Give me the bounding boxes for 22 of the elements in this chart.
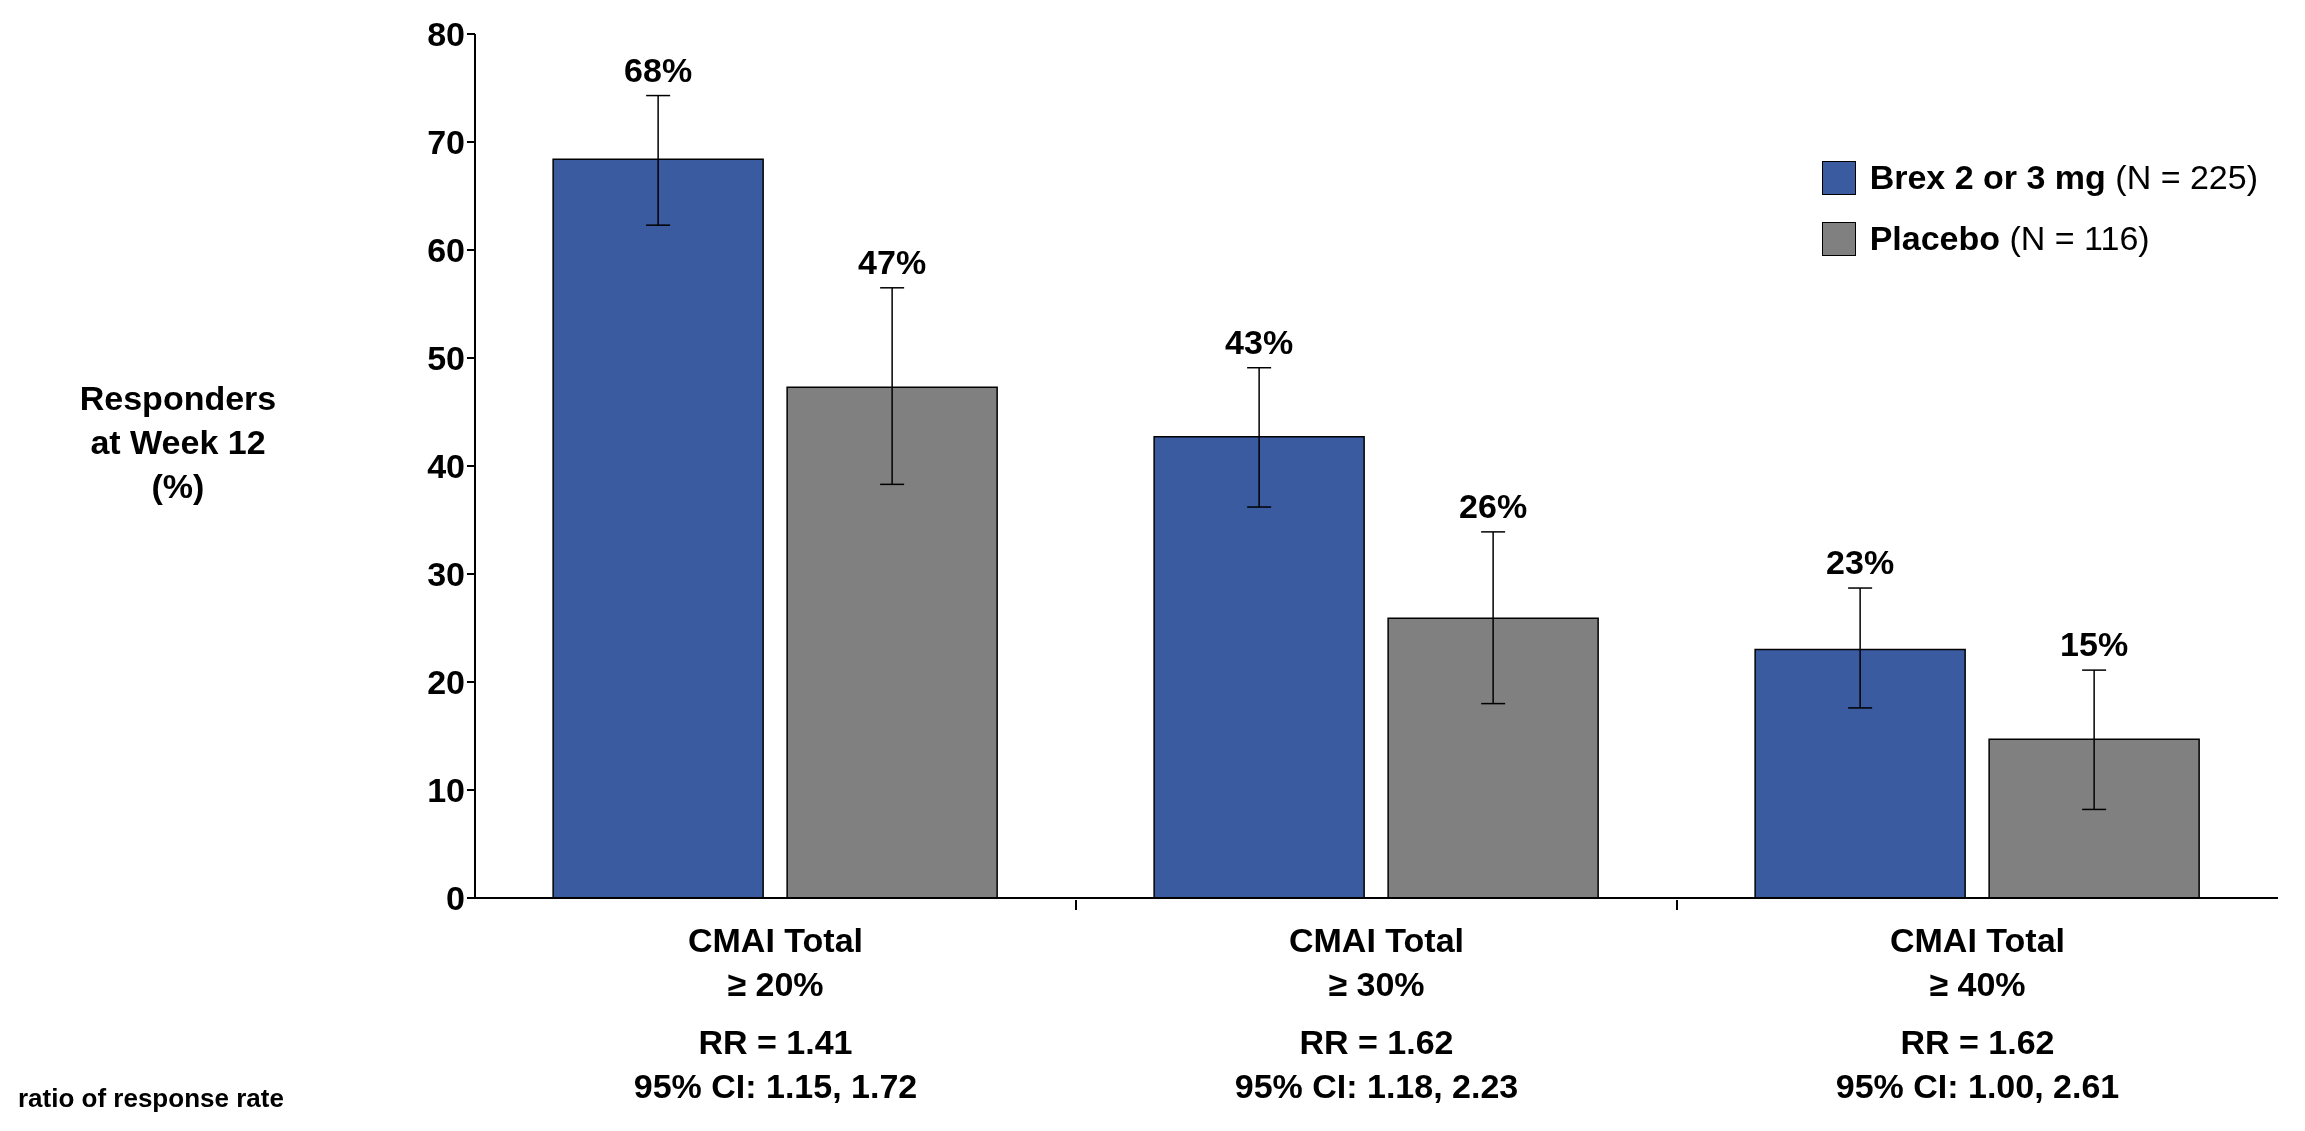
y-tick-label: 30 xyxy=(427,555,465,594)
data-label: 26% xyxy=(1459,486,1528,525)
data-label: 23% xyxy=(1826,543,1895,582)
x-tick-label: CMAI Total ≥ 30% RR = 1.62 95% CI: 1.18, 2.23 xyxy=(1234,921,1519,1105)
text: ratio of response rate xyxy=(18,1083,284,1114)
x-tick-label: CMAI Total ≥ 40% RR = 1.62 95% CI: 1.00, 2.61 xyxy=(1835,921,2120,1105)
y-tick-label: 0 xyxy=(446,879,465,918)
legend-label: Brex 2 or 3 mg (N = 225) xyxy=(1869,158,2258,197)
y-tick-label: 50 xyxy=(427,339,465,378)
legend-label: Placebo (N = 116) xyxy=(1869,219,2150,258)
x-tick-label: CMAI Total ≥ 20% RR = 1.41 95% CI: 1.15, 1.72 xyxy=(633,921,918,1105)
data-label: 68% xyxy=(624,50,693,89)
y-tick-label: 40 xyxy=(427,447,465,486)
y-tick-label: 20 xyxy=(427,663,465,702)
y-tick-label: 70 xyxy=(427,123,465,162)
data-label: 47% xyxy=(858,242,927,281)
y-axis-title: Responders at Week 12 (%) xyxy=(78,378,278,507)
y-tick-label: 10 xyxy=(427,771,465,810)
y-tick-label: 60 xyxy=(427,231,465,270)
data-label: 43% xyxy=(1225,322,1294,361)
y-tick-label: 80 xyxy=(427,15,465,54)
data-label: 15% xyxy=(2060,625,2129,664)
